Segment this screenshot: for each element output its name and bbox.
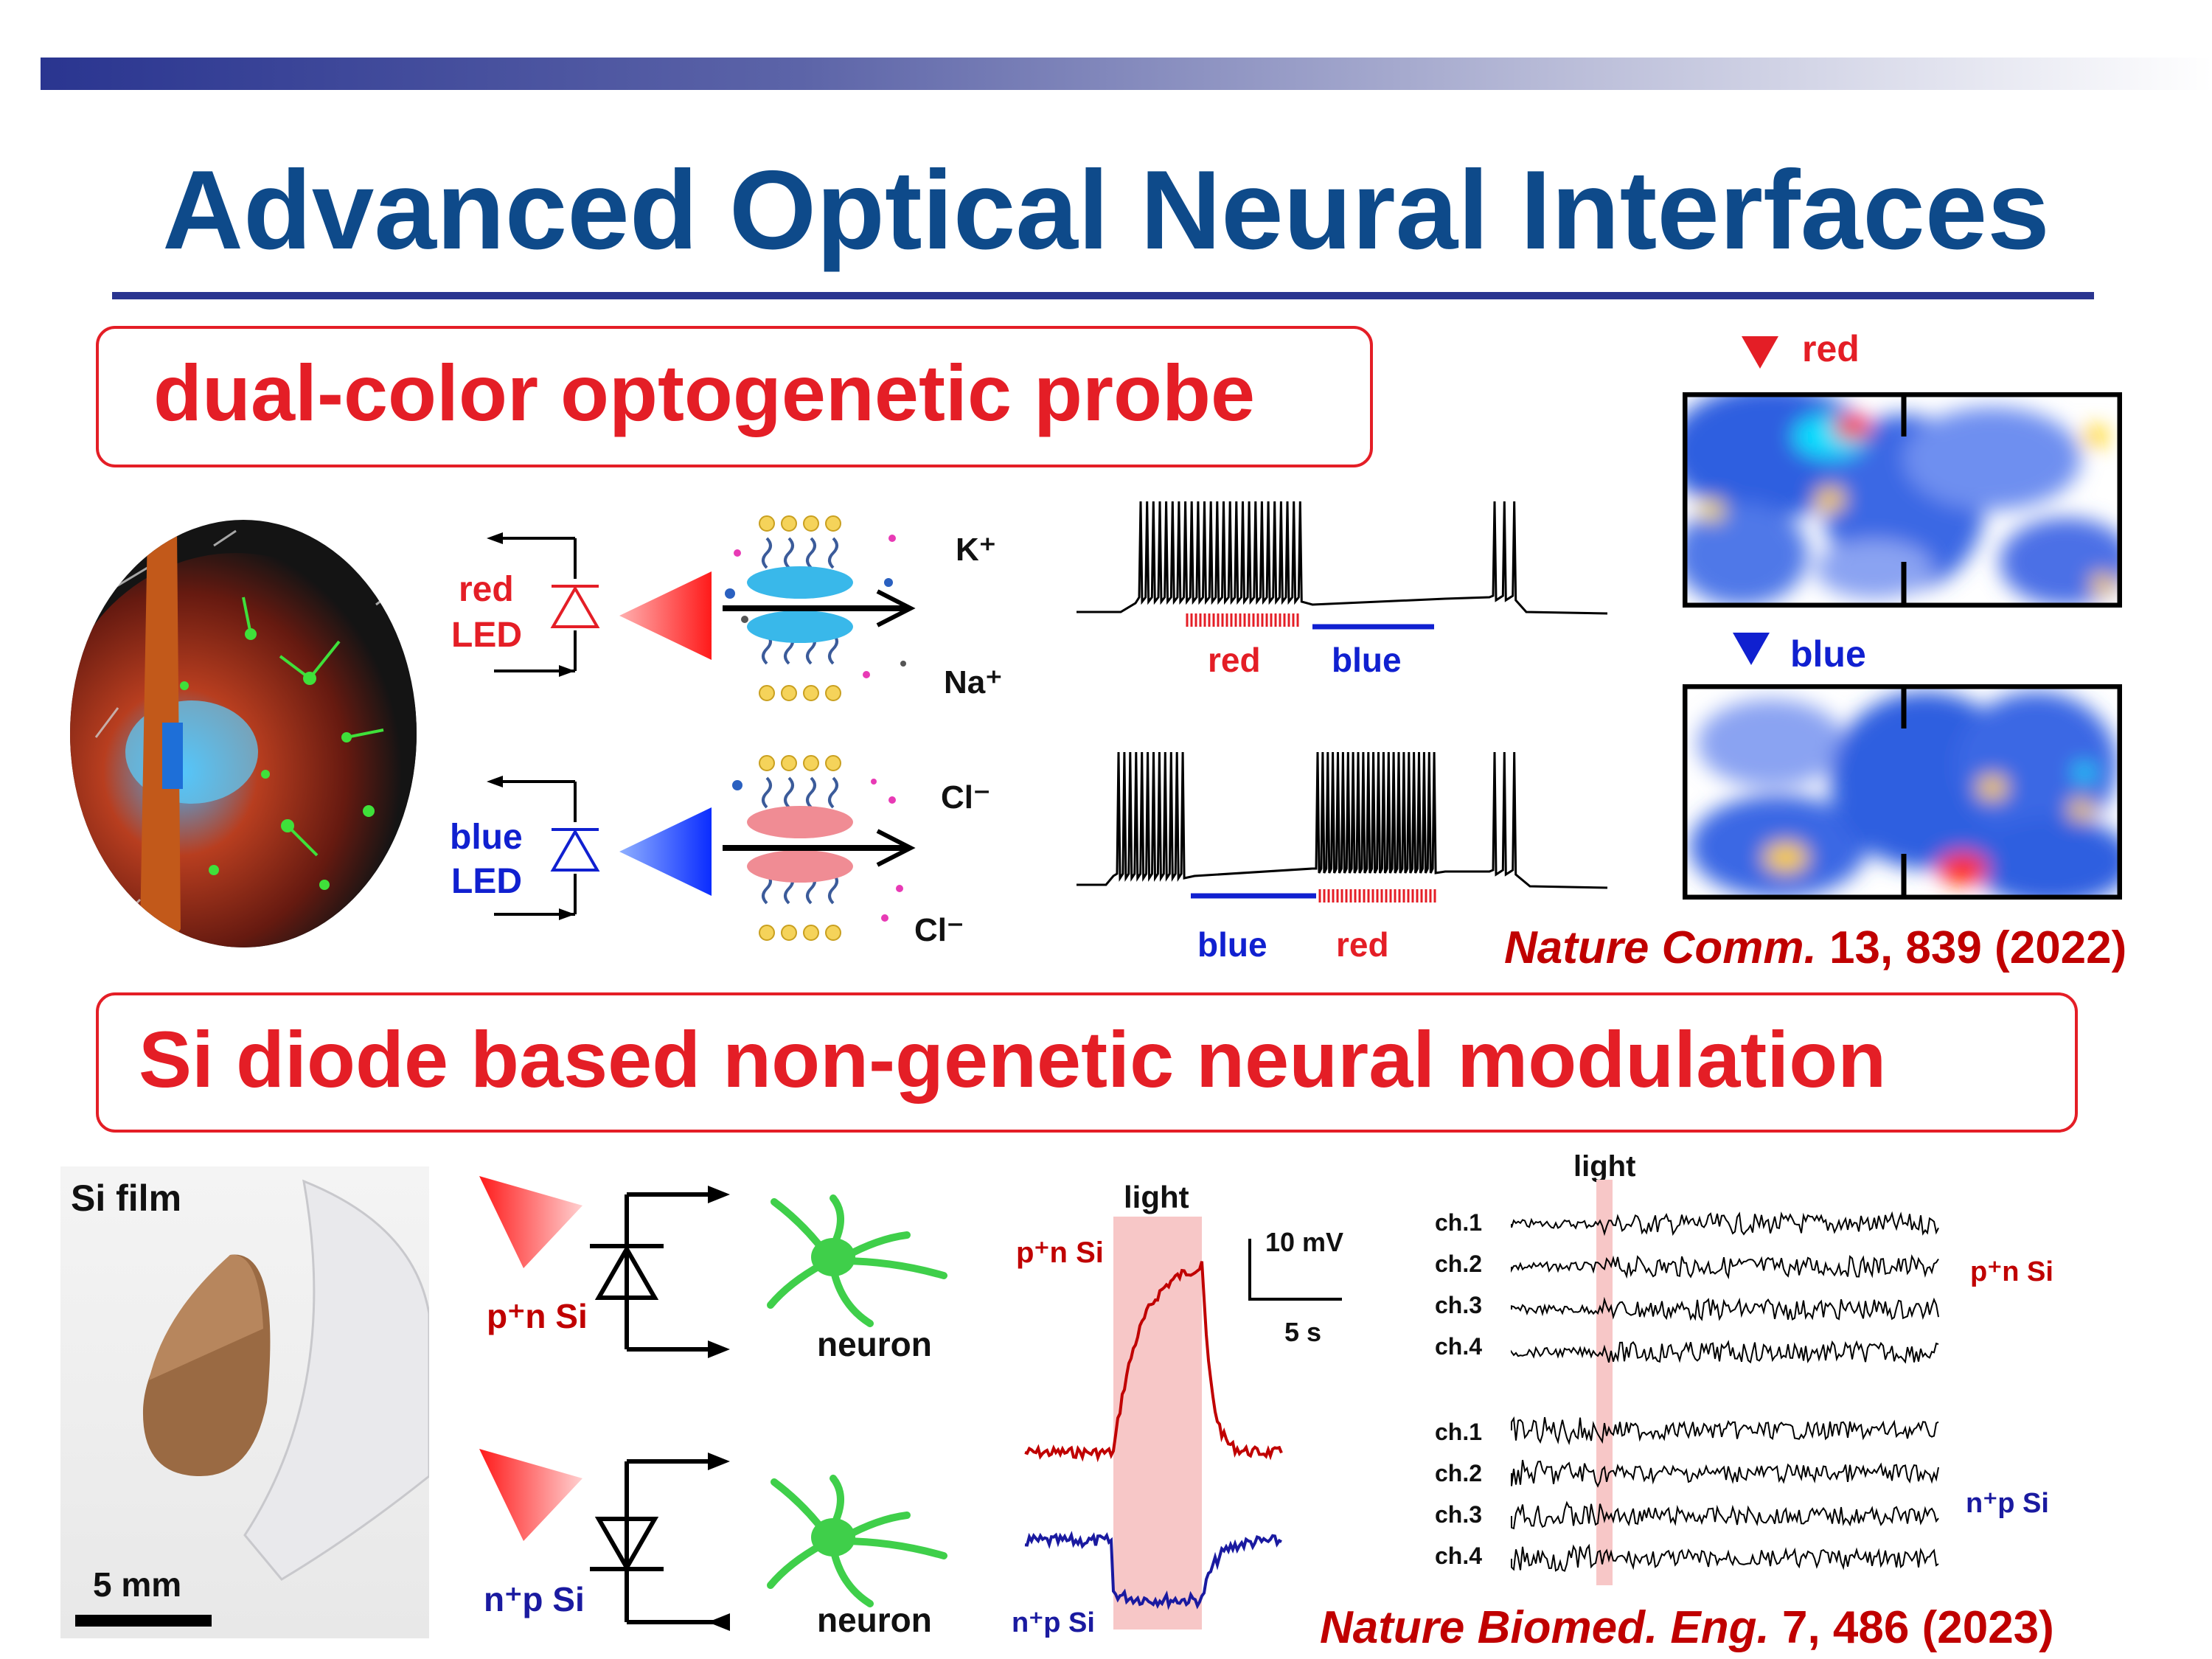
potential-np-label: n⁺p Si [1012,1607,1095,1638]
raster-channel-labels-top: ch.1 ch.2 ch.3 ch.4 [1435,1209,1509,1374]
channel-trace [1511,1500,1939,1530]
pn-diode-circuit [590,1186,730,1358]
scale-mv-label: 10 mV [1265,1227,1344,1257]
red-marker-triangle [1742,336,1778,369]
neuron-label-bottom: neuron [817,1601,932,1639]
raster-pn-label: p⁺n Si [1970,1256,2053,1287]
channel-trace [1511,1416,1939,1445]
channel-label: ch.4 [1435,1333,1483,1360]
k-ion-label: K⁺ [956,532,996,568]
title-underline [112,292,2094,299]
channel-trace [1511,1459,1939,1488]
neuron-icon-top [767,1194,947,1327]
red-led-circuit [487,532,600,677]
cation-channel-membrane [723,515,916,701]
red-heatmap [1683,392,2122,608]
section2-reference: Nature Biomed. Eng. 7, 486 (2023) [1320,1601,2054,1654]
bottom-spike-trace [1077,751,1608,902]
scale-s-label: 5 s [1284,1317,1322,1347]
section1-heading-box [96,326,1373,467]
chloride-channel-membrane [723,755,916,941]
probe-fluorescence-image [70,520,417,947]
scale-bar-label: 5 mm [93,1565,182,1604]
top-spike-trace [1077,501,1608,630]
channel-trace [1511,1254,1939,1280]
header-gradient-bar [41,58,2212,90]
raster-np-label: n⁺p Si [1966,1488,2049,1519]
channel-label: ch.3 [1435,1292,1483,1318]
channel-label: ch.4 [1435,1543,1483,1569]
neuron-label-top: neuron [817,1325,932,1363]
channel-trace [1511,1340,1939,1364]
top-trace-label-blue: blue [1332,641,1402,679]
channel-trace [1511,1296,1939,1321]
blue-led-label-line1: blue [450,818,523,857]
pn-si-label: p⁺n Si [487,1297,588,1335]
blue-led-label-line2: LED [451,862,522,901]
raster-light-label: light [1573,1150,1636,1183]
scale-bar [75,1615,212,1627]
section2-reference-detail: 7, 486 (2023) [1769,1602,2054,1653]
si-film-photo: Si film 5 mm [60,1166,429,1638]
potential-light-label: light [1124,1180,1189,1214]
section2-reference-journal: Nature Biomed. Eng. [1320,1602,1770,1653]
section1-reference-journal: Nature Comm. [1504,922,1817,973]
na-ion-label: Na⁺ [944,664,1003,700]
section1-reference: Nature Comm. 13, 839 (2022) [1504,922,2126,974]
light-window-shading [1113,1217,1202,1630]
channel-trace [1511,1211,1939,1237]
heatmap-label-blue: blue [1790,633,1866,675]
channel-label: ch.1 [1435,1419,1483,1445]
np-diode-circuit [590,1453,730,1631]
section2-heading-box [96,992,2078,1133]
red-led-label-line1: red [459,570,514,609]
red-light-cone-bottom [479,1449,582,1541]
heatmap-label-red: red [1802,328,1860,369]
raster-channel-labels-bottom: ch.1 ch.2 ch.3 ch.4 [1435,1419,1509,1584]
blue-light-cone [619,807,712,896]
channel-label: ch.2 [1435,1251,1483,1277]
top-trace-label-red: red [1208,641,1261,679]
red-light-cone [619,571,712,660]
multichannel-recording [1511,1180,1939,1585]
bottom-trace-label-blue: blue [1197,925,1267,964]
np-si-label: n⁺p Si [484,1580,585,1618]
section1-reference-detail: 13, 839 (2022) [1816,922,2127,973]
top-trace-red-stim [1186,613,1299,627]
channel-label: ch.2 [1435,1460,1483,1486]
page-title: Advanced Optical Neural Interfaces [162,147,2050,273]
section1-heading: dual-color optogenetic probe [153,348,1256,437]
cl-ion-label-top: Cl⁻ [941,779,991,815]
scale-bar-potential [1248,1239,1342,1301]
section2-heading: Si diode based non-genetic neural modula… [139,1015,1887,1104]
channel-trace [1511,1543,1939,1572]
channel-label: ch.3 [1435,1501,1483,1528]
potential-pn-label: p⁺n Si [1016,1237,1104,1269]
blue-marker-triangle [1733,633,1770,665]
membrane-potential-plot [1024,1217,1283,1630]
red-light-cone-top [479,1176,582,1268]
bottom-trace-label-red: red [1336,925,1389,964]
bottom-trace-red-stim [1318,889,1436,902]
channel-label: ch.1 [1435,1209,1483,1236]
neuron-icon-bottom [767,1475,947,1607]
blue-heatmap [1683,684,2122,900]
raster-light-window [1596,1180,1613,1585]
blue-led-circuit [487,776,600,920]
red-led-label-line2: LED [451,616,522,655]
cl-ion-label-bottom: Cl⁻ [914,912,964,948]
si-film-label: Si film [71,1178,182,1219]
